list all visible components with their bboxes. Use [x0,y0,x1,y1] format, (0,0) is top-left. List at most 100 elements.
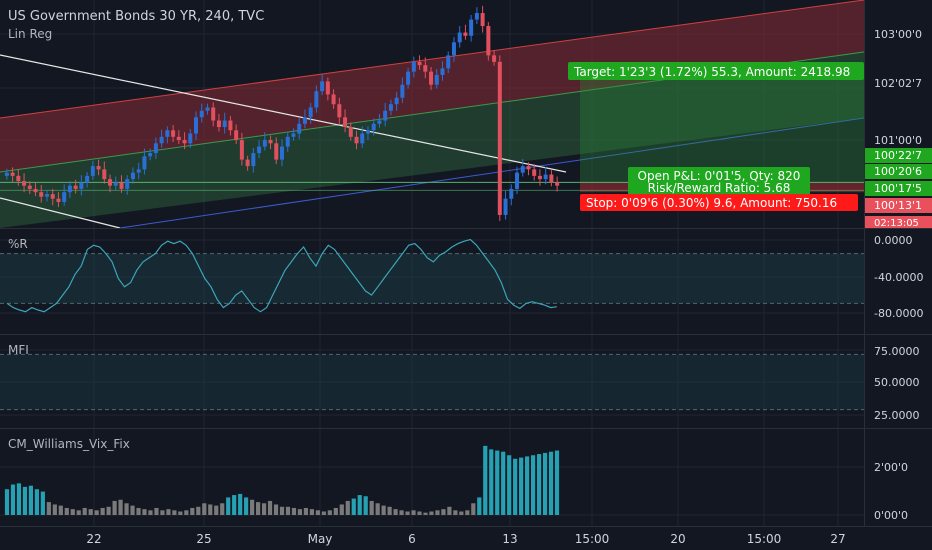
time-axis[interactable]: 22 25 May 6 13 15:00 20 15:00 27 [86,532,845,546]
candle-body [383,110,388,121]
candle-body [497,61,502,215]
vix-bar [226,497,231,515]
candle-body [360,133,365,144]
time-tick: 25 [196,532,211,546]
channel-upper-line [0,0,865,119]
vix-bar [387,506,392,515]
candle-body [423,65,428,72]
candle-body [10,172,15,176]
vix-bar [291,507,297,515]
vix-bar [542,452,548,515]
candle-body [400,84,405,98]
price-axis[interactable]: 103'00'0 102'02'7 101'00'0 100'22'7 100'… [865,28,932,229]
candle-body [234,130,239,141]
vix-bar [58,505,63,515]
candle-body [474,13,479,20]
symbol-title[interactable]: US Government Bonds 30 YR, 240, TVC [8,9,264,24]
vix-fix-pane [4,445,560,515]
pl-label-box[interactable] [628,167,810,195]
candle-body [148,153,153,157]
vix-bar [309,509,314,515]
candle-body [411,61,416,72]
vix-bar [501,451,506,515]
pane-title-vix[interactable]: CM_Williams_Vix_Fix [8,437,130,451]
vix-bar [423,512,428,515]
vix-bar [64,507,69,515]
open-pl-label: Open P&L: 0'01'5, Qty: 820 [638,169,801,183]
candle-body [113,182,118,186]
price-tick: 102'02'7 [874,77,922,90]
vix-bar [28,485,33,515]
candle-body [194,117,199,134]
vix-bar [369,500,374,515]
candle-body [279,146,285,160]
candle-body [176,136,181,141]
candle-body [222,120,227,128]
bar-countdown: 02:13:05 [874,218,919,229]
candle-body [211,107,216,121]
vix-bar [399,510,404,515]
vix-bar [52,504,57,515]
time-tick: 13 [502,532,517,546]
candle-body [136,169,141,173]
candle-body [365,130,370,134]
vix-bar [531,455,536,515]
countdown-badge [865,216,932,228]
vix-bar [489,449,494,515]
vix-bar [40,491,45,515]
price-tick: 100'22'7 [874,149,922,162]
vix-bar [429,511,434,515]
candle-body [543,174,548,180]
vix-bar [112,500,117,515]
vix-bar [10,484,16,515]
candle-body [62,192,67,202]
candle-body [239,140,244,160]
pane-title-wr[interactable]: %R [8,237,28,251]
candle-body [509,188,514,199]
candle-body [343,117,348,128]
vix-bar [22,486,28,515]
vix-bar [465,510,470,515]
vix-bar [261,503,267,515]
vix-bar [88,509,93,515]
price-badge-current [865,181,932,196]
vix-bar [405,511,410,515]
indicator-label-lin-reg[interactable]: Lin Reg [8,27,52,41]
candle-body [394,97,399,105]
vix-bar [357,495,362,515]
stop-label-box[interactable] [580,194,858,211]
target-label-box[interactable] [568,62,864,80]
time-tick: 27 [830,532,845,546]
candle-body [274,143,279,160]
candle-body [73,185,78,189]
vix-bar [441,509,446,515]
vix-bar [381,505,386,515]
vix-bar [477,497,482,515]
candle-body [188,133,193,144]
candle-body [67,185,72,193]
wr-tick: -80.0000 [874,307,923,320]
candle-body [503,198,508,215]
vix-bar [255,502,261,515]
vix-bar [417,511,422,515]
candle-body [302,117,307,124]
candle-body [142,156,147,170]
target-label: Target: 1'23'3 (1.72%) 55.3, Amount: 241… [573,65,850,79]
candle-body [492,55,497,62]
vix-bar [208,504,213,515]
vix-bar [106,506,111,515]
vix-bar [536,454,542,515]
candle-body [469,19,474,36]
vix-bar [351,498,356,515]
candle-body [549,174,554,183]
vix-bar [435,510,440,515]
vix-bar [34,489,39,515]
price-tick: 103'00'0 [874,28,922,41]
candle-body [297,123,302,134]
vix-bar [453,510,458,515]
pane-title-mfi[interactable]: MFI [8,343,29,357]
vix-bar [267,500,273,515]
candle-body [262,140,267,147]
channel-lower-line [119,117,865,229]
